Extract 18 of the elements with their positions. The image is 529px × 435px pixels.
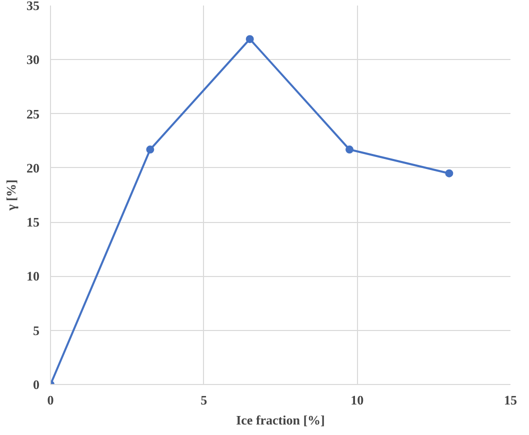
x-tick-label: 0	[47, 392, 54, 408]
x-tick-label: 5	[200, 392, 208, 408]
y-tick-label: 35	[26, 0, 40, 13]
y-tick-label: 30	[26, 52, 40, 68]
point	[346, 146, 354, 154]
point	[445, 169, 454, 178]
y-axis-title: γ [%]	[4, 179, 18, 212]
y-tick-label: 25	[26, 106, 40, 122]
y-tick-label: 20	[26, 160, 40, 176]
y-tick-label: 15	[26, 214, 40, 230]
y-tick-label: 5	[33, 322, 40, 338]
x-tick-label: 10	[350, 392, 364, 408]
y-tick-label: 0	[33, 377, 40, 392]
x-axis-title: Ice fraction [%]	[236, 412, 325, 428]
point	[146, 146, 154, 154]
x-tick-label: 15	[504, 392, 518, 408]
point	[246, 35, 254, 44]
y-tick-label: 10	[26, 268, 40, 284]
